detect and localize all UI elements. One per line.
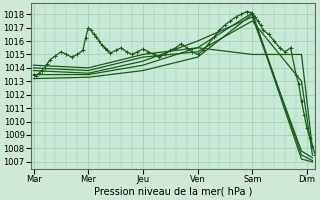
X-axis label: Pression niveau de la mer( hPa ): Pression niveau de la mer( hPa ) (94, 187, 252, 197)
